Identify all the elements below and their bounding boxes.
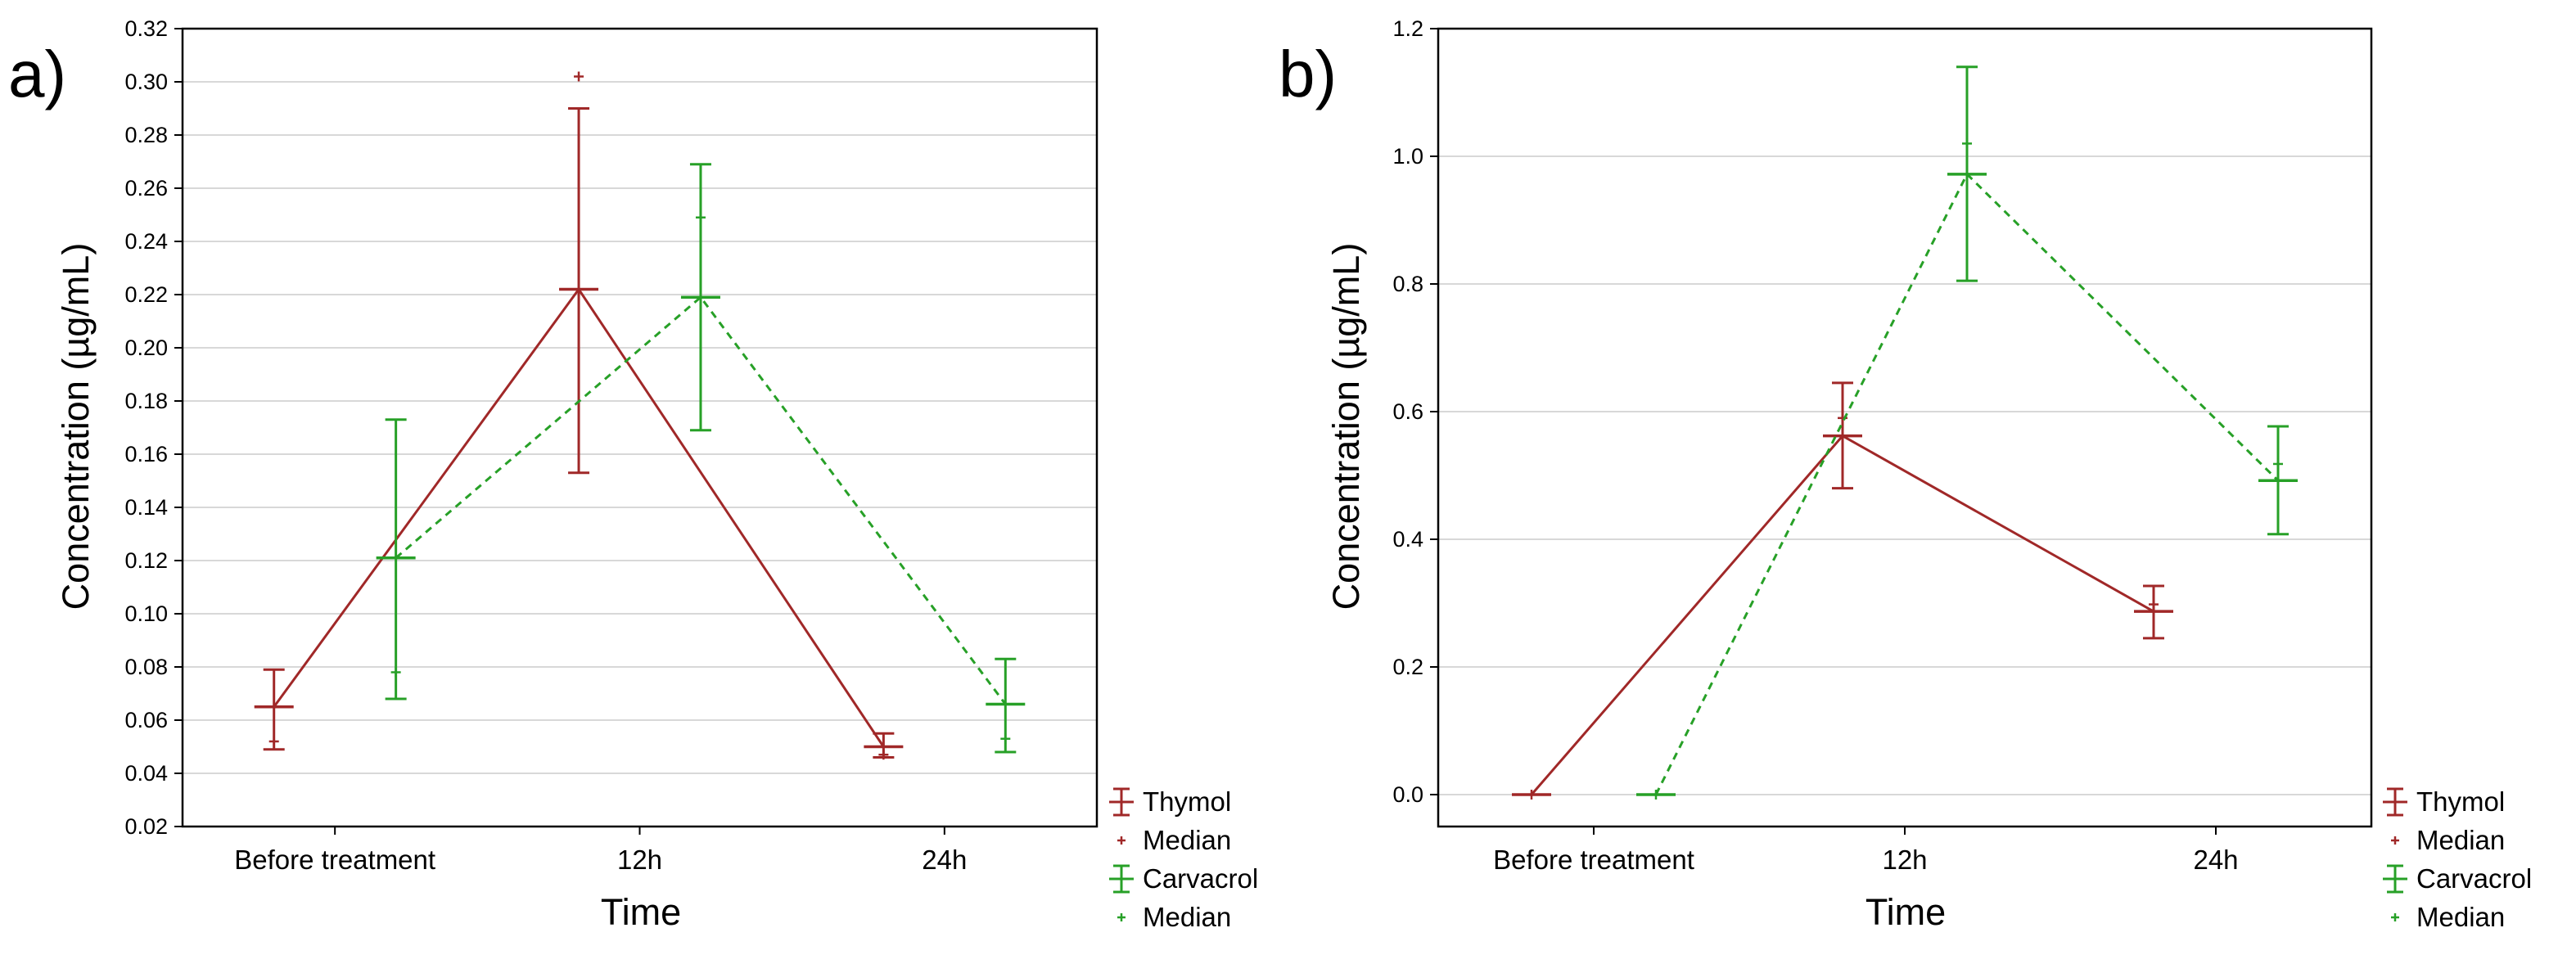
- panel-b-y-axis-title: Concentration (µg/mL): [1325, 243, 1367, 610]
- panel-a-y-tick-label: 0.28: [124, 123, 168, 147]
- panel-b-y-tick-label: 0.2: [1392, 655, 1423, 679]
- panel-b-legend-label: Median: [2416, 825, 2505, 855]
- panel-a-series-carvacrol: [376, 163, 1026, 754]
- panel-a-y-tick-label: 0.30: [124, 70, 168, 94]
- panel-b-x-tick-label: 12h: [1882, 845, 1927, 875]
- panel-a-y-tick-label: 0.16: [124, 442, 168, 466]
- panel-b-x-axis-title: Time: [1865, 891, 1946, 933]
- panel-b-legend: Thymol Median Carvacrol Median: [2383, 786, 2532, 932]
- panel-a-y-tick-label: 0.10: [124, 601, 168, 626]
- panel-a-y-tick-label: 0.08: [124, 655, 168, 679]
- panel-a-chart: a) Concentration (µg/mL) Time 0.020.040.…: [8, 16, 1258, 933]
- panel-b-label: b): [1279, 38, 1337, 110]
- panel-b-plot-area: 0.0 0.2 0.4 0.6 0.8 1.0 1.2 Before treatment 12h…: [1392, 16, 2373, 875]
- panel-a-plot-area: 0.02 0.04 0.06 0.08 0.10 0.12 0.14 0.16 0.18 0.20…: [124, 16, 1099, 875]
- panel-a-y-tick-label: 0.12: [124, 548, 168, 573]
- panel-b-plot-frame: [1437, 27, 2373, 828]
- panel-a-legend-label: Carvacrol: [1143, 863, 1258, 894]
- panel-b-thymol-mean-line: [1530, 434, 2154, 795]
- panel-a-x-tick-label: Before treatment: [234, 845, 435, 875]
- panel-a-y-tick-label: 0.20: [124, 336, 168, 360]
- panel-a-x-tick-label: 12h: [617, 845, 662, 875]
- panel-a-y-tick-label: 0.04: [124, 761, 168, 786]
- panel-b-legend-label: Carvacrol: [2416, 863, 2532, 894]
- panel-a-x-tick-label: 24h: [922, 845, 967, 875]
- panel-b-chart: b) Concentration (µg/mL) Time 0.00.20.40…: [1279, 16, 2532, 933]
- panel-a-plot-frame: [181, 27, 1099, 828]
- panel-a-label: a): [8, 38, 66, 110]
- panel-a-y-tick-label: 0.02: [124, 814, 168, 839]
- panel-b-y-tick-label: 1.0: [1392, 144, 1423, 169]
- panel-a-y-axis-title: Concentration (µg/mL): [55, 243, 97, 610]
- panel-b-series-thymol: [1512, 381, 2173, 800]
- panel-a-y-tick-label: 0.24: [124, 229, 168, 254]
- panel-b-y-tick-label: 0.0: [1392, 782, 1423, 807]
- panel-a-legend-label: Median: [1143, 825, 1231, 855]
- panel-a-legend: Thymol Median Carvacrol Median: [1109, 786, 1258, 932]
- panel-b-y-tick-label: 0.8: [1392, 272, 1423, 296]
- panel-b-y-tick-label: 0.4: [1392, 527, 1423, 552]
- panel-a-series-thymol: [254, 71, 904, 760]
- panel-a-y-tick-label: 0.06: [124, 708, 168, 732]
- panel-a-y-tick-label: 0.32: [124, 16, 168, 41]
- panel-a-y-tick-label: 0.18: [124, 389, 168, 413]
- panel-b-series-carvacrol: [1636, 65, 2298, 800]
- panel-a-carvacrol-mean-line: [395, 295, 1007, 705]
- panel-b-y-tick-label: 0.6: [1392, 399, 1423, 424]
- panel-a-y-tick-label: 0.14: [124, 495, 168, 520]
- panel-a-y-tick-label: 0.26: [124, 176, 168, 200]
- panel-a-y-tick-label: 0.22: [124, 282, 168, 307]
- panel-a-x-axis-title: Time: [601, 891, 681, 933]
- panel-a-legend-label: Thymol: [1143, 786, 1231, 817]
- panel-b-legend-label: Median: [2416, 902, 2505, 932]
- panel-b-x-tick-label: Before treatment: [1493, 845, 1694, 875]
- panel-b-y-tick-label: 1.2: [1392, 16, 1423, 41]
- panel-b-legend-label: Thymol: [2416, 786, 2505, 817]
- panel-a-legend-label: Median: [1143, 902, 1231, 932]
- panel-b-x-tick-label: 24h: [2193, 845, 2238, 875]
